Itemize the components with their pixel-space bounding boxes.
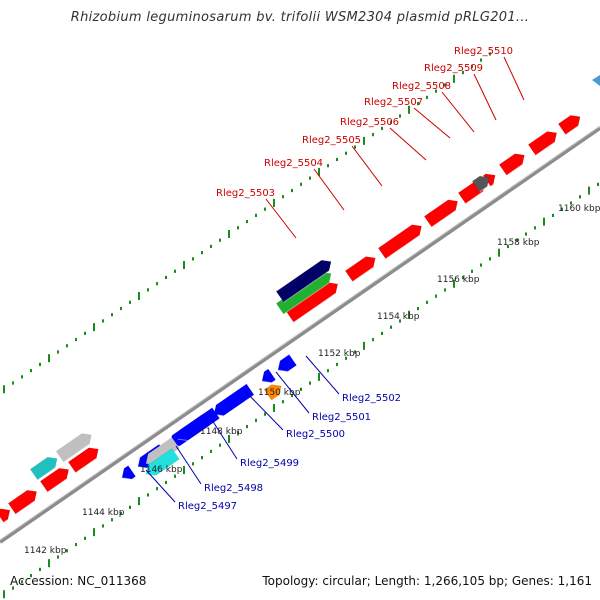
reverse-gene-arrow[interactable] (177, 407, 220, 441)
feature-track (0, 115, 581, 523)
gene-callout-lower[interactable]: Rleg2_5500 (245, 391, 345, 440)
svg-text:Rleg2_5503: Rleg2_5503 (216, 188, 275, 199)
scale-label: 1152 kbp (318, 349, 361, 359)
svg-text:Rleg2_5504: Rleg2_5504 (264, 158, 323, 169)
svg-text:Rleg2_5506: Rleg2_5506 (340, 117, 399, 128)
scale-label: 1148 kbp (200, 427, 243, 437)
gene-callout-lower[interactable]: Rleg2_5502 (305, 355, 401, 404)
svg-text:Rleg2_5509: Rleg2_5509 (424, 63, 483, 74)
svg-text:Rleg2_5505: Rleg2_5505 (302, 135, 361, 146)
lower-gene-callouts: Rleg2_5497 Rleg2_5498 Rleg2_5499 Rleg2_5500… (145, 355, 401, 512)
forward-gene-arrow[interactable] (7, 490, 37, 515)
gene-arrow-cyan[interactable] (29, 457, 58, 481)
gene-arrow-cyan-lower[interactable] (145, 448, 180, 476)
forward-gene-arrow[interactable] (39, 467, 69, 493)
forward-gene-arrow[interactable] (67, 447, 99, 474)
gene-callout-lower[interactable]: Rleg2_5499 (211, 419, 299, 469)
scale-label: 1154 kbp (377, 312, 420, 322)
backbone-line (0, 126, 600, 544)
scale-label: 1150 kbp (258, 388, 301, 398)
gene-callout-upper[interactable]: Rleg2_5507 (364, 97, 451, 139)
gene-callout-upper[interactable]: Rleg2_5510 (454, 46, 525, 101)
svg-text:Rleg2_5510: Rleg2_5510 (454, 46, 513, 57)
forward-gene-arrow[interactable] (0, 508, 11, 523)
accession-label: Accession: NC_011368 (10, 574, 147, 588)
gene-callout-lower[interactable]: Rleg2_5498 (175, 445, 263, 494)
reverse-gene-arrow[interactable] (213, 383, 255, 416)
gene-callout-upper[interactable]: Rleg2_5503 (216, 188, 297, 239)
gene-callout-upper[interactable]: Rleg2_5509 (424, 63, 497, 121)
svg-text:Rleg2_5500: Rleg2_5500 (286, 429, 345, 440)
forward-gene-arrow[interactable] (285, 282, 339, 323)
scale-label: 1144 kbp (82, 508, 125, 518)
tick-track-upper (3, 52, 491, 394)
svg-text:Rleg2_5497: Rleg2_5497 (178, 501, 237, 512)
offscreen-feature-stub (592, 75, 600, 86)
forward-gene-arrow[interactable] (498, 153, 525, 176)
svg-text:Rleg2_5501: Rleg2_5501 (312, 412, 371, 423)
forward-gene-arrow[interactable] (344, 256, 376, 282)
gene-callout-upper[interactable]: Rleg2_5506 (340, 117, 427, 161)
svg-text:Rleg2_5507: Rleg2_5507 (364, 97, 423, 108)
map-title: Rhizobium leguminosarum bv. trifolii WSM… (70, 10, 530, 25)
gene-arrow-orange[interactable] (263, 384, 282, 401)
upper-gene-callouts: Rleg2_5503 Rleg2_5504 Rleg2_5505 Rleg2_5506… (216, 46, 525, 239)
reverse-gene-arrow[interactable] (121, 465, 136, 480)
gene-callout-upper[interactable]: Rleg2_5508 (392, 81, 475, 133)
backbone-line-highlight (0, 125, 600, 541)
scale-labels: 1142 kbp 1144 kbp 1146 kbp 1148 kbp 1150 kbp… (24, 204, 600, 556)
forward-gene-arrow[interactable] (423, 199, 458, 228)
forward-gene-arrow[interactable] (377, 224, 422, 260)
reverse-gene-arrow[interactable] (261, 368, 276, 383)
gene-callout-upper[interactable]: Rleg2_5505 (302, 135, 383, 187)
svg-text:Rleg2_5502: Rleg2_5502 (342, 393, 401, 404)
gene-callout-lower[interactable]: Rleg2_5497 (145, 469, 237, 512)
forward-gene-arrow[interactable] (557, 115, 581, 135)
forward-gene-arrow[interactable] (527, 131, 557, 156)
scale-label: 1160 kbp (558, 204, 600, 214)
tick-track-lower (3, 182, 599, 599)
genome-summary: Topology: circular; Length: 1,266,105 bp… (262, 574, 592, 588)
scale-label: 1156 kbp (437, 275, 480, 285)
svg-text:Rleg2_5499: Rleg2_5499 (240, 458, 299, 469)
gene-arrow-dark-grey[interactable] (471, 175, 490, 193)
svg-text:Rleg2_5508: Rleg2_5508 (392, 81, 451, 92)
scale-label: 1142 kbp (24, 546, 67, 556)
gene-arrow-navy[interactable] (275, 259, 332, 303)
scale-label: 1146 kbp (140, 465, 183, 475)
gene-arrow-grey[interactable] (55, 433, 92, 463)
svg-text:Rleg2_5498: Rleg2_5498 (204, 483, 263, 494)
gene-arrow-green[interactable] (275, 271, 332, 315)
scale-label: 1158 kbp (497, 238, 540, 248)
gene-callout-lower[interactable]: Rleg2_5501 (275, 371, 371, 423)
gene-callout-upper[interactable]: Rleg2_5504 (264, 158, 345, 211)
reverse-gene-arrow[interactable] (277, 354, 297, 372)
